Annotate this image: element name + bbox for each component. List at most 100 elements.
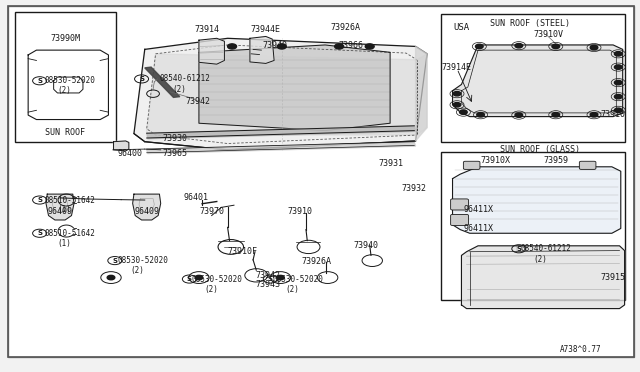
Text: 96400: 96400 <box>118 149 143 158</box>
Text: 08540-61212: 08540-61212 <box>521 244 572 253</box>
Text: S: S <box>139 76 144 82</box>
Polygon shape <box>113 141 129 151</box>
Text: 73966: 73966 <box>338 41 363 50</box>
Circle shape <box>107 275 115 280</box>
Text: (2): (2) <box>285 285 299 294</box>
Polygon shape <box>452 167 621 233</box>
FancyBboxPatch shape <box>451 199 468 210</box>
Polygon shape <box>415 46 427 141</box>
Polygon shape <box>250 36 274 63</box>
Polygon shape <box>147 142 415 154</box>
Text: (2): (2) <box>130 266 144 275</box>
Polygon shape <box>145 67 180 97</box>
Text: 08530-52020: 08530-52020 <box>45 76 95 85</box>
Polygon shape <box>46 194 74 220</box>
Text: 08530-52020: 08530-52020 <box>272 275 323 283</box>
Text: 73910: 73910 <box>287 207 312 217</box>
Circle shape <box>477 112 484 117</box>
Text: S: S <box>37 197 42 203</box>
Text: 73940: 73940 <box>353 241 378 250</box>
Bar <box>441 14 625 142</box>
Text: 73910: 73910 <box>600 109 626 119</box>
Circle shape <box>590 45 598 50</box>
Circle shape <box>614 94 622 99</box>
Text: S: S <box>37 230 42 236</box>
Circle shape <box>195 275 203 280</box>
Text: 73931: 73931 <box>379 159 404 169</box>
Circle shape <box>277 44 286 49</box>
Circle shape <box>335 44 344 49</box>
Text: A738^0.77: A738^0.77 <box>560 345 602 354</box>
Text: SUN ROOF (STEEL): SUN ROOF (STEEL) <box>490 19 570 28</box>
Text: 73932: 73932 <box>402 185 427 193</box>
Text: 08530-52020: 08530-52020 <box>117 256 168 265</box>
Circle shape <box>515 113 523 117</box>
Text: 96401: 96401 <box>184 193 209 202</box>
Text: 73915: 73915 <box>600 273 626 282</box>
Text: SUN ROOF (GLASS): SUN ROOF (GLASS) <box>500 145 580 154</box>
Text: 73914: 73914 <box>194 25 219 33</box>
Circle shape <box>552 112 559 117</box>
Polygon shape <box>147 126 415 139</box>
Polygon shape <box>452 45 623 116</box>
Bar <box>441 152 625 301</box>
FancyBboxPatch shape <box>579 161 596 169</box>
FancyBboxPatch shape <box>451 214 468 225</box>
Circle shape <box>552 44 559 49</box>
Text: 73930: 73930 <box>162 134 188 142</box>
Text: (1): (1) <box>58 205 71 215</box>
Circle shape <box>460 110 467 114</box>
Text: 73990M: 73990M <box>50 34 80 43</box>
Text: 08510-51642: 08510-51642 <box>45 229 95 238</box>
Text: 08530-52020: 08530-52020 <box>191 275 242 283</box>
Text: SUN ROOF: SUN ROOF <box>45 128 85 137</box>
Text: 08510-51642: 08510-51642 <box>45 196 95 205</box>
Text: 73914E: 73914E <box>442 63 472 72</box>
Polygon shape <box>132 194 161 220</box>
Text: 73965: 73965 <box>162 149 188 158</box>
Text: 73970: 73970 <box>199 207 224 217</box>
Text: S: S <box>187 276 192 282</box>
Polygon shape <box>134 38 427 150</box>
Text: 08540-61212: 08540-61212 <box>159 74 211 83</box>
Text: S: S <box>37 78 42 84</box>
Text: 73944E: 73944E <box>251 25 281 33</box>
Text: (2): (2) <box>172 85 186 94</box>
FancyBboxPatch shape <box>463 161 480 169</box>
Circle shape <box>476 44 483 49</box>
Text: 73910F: 73910F <box>227 247 257 256</box>
Text: 73943: 73943 <box>255 280 280 289</box>
Text: 73910V: 73910V <box>533 30 563 39</box>
Circle shape <box>515 44 523 48</box>
Circle shape <box>365 44 374 49</box>
Text: USA: USA <box>454 23 470 32</box>
FancyBboxPatch shape <box>8 6 634 357</box>
Text: 96411X: 96411X <box>463 224 493 233</box>
Circle shape <box>614 80 622 85</box>
Text: 96409: 96409 <box>134 207 159 217</box>
Text: 96409: 96409 <box>47 206 72 216</box>
Circle shape <box>614 65 622 69</box>
Circle shape <box>614 52 622 56</box>
Polygon shape <box>461 246 625 309</box>
Polygon shape <box>199 45 390 131</box>
Text: 73942: 73942 <box>185 97 210 106</box>
Circle shape <box>453 92 461 96</box>
Circle shape <box>228 44 237 49</box>
Circle shape <box>614 108 622 112</box>
Text: S: S <box>516 246 522 252</box>
Text: S: S <box>268 276 273 282</box>
Text: 73959: 73959 <box>543 155 568 165</box>
Polygon shape <box>199 38 225 64</box>
Polygon shape <box>147 54 427 135</box>
Circle shape <box>453 103 461 107</box>
Circle shape <box>276 275 284 280</box>
Circle shape <box>590 112 598 117</box>
Text: (1): (1) <box>58 239 71 248</box>
Text: 96411X: 96411X <box>463 205 493 215</box>
Bar <box>15 12 116 142</box>
Text: (2): (2) <box>58 86 71 95</box>
Text: (2): (2) <box>534 254 547 264</box>
Text: 73910X: 73910X <box>480 155 510 165</box>
Text: 73942: 73942 <box>255 271 280 280</box>
